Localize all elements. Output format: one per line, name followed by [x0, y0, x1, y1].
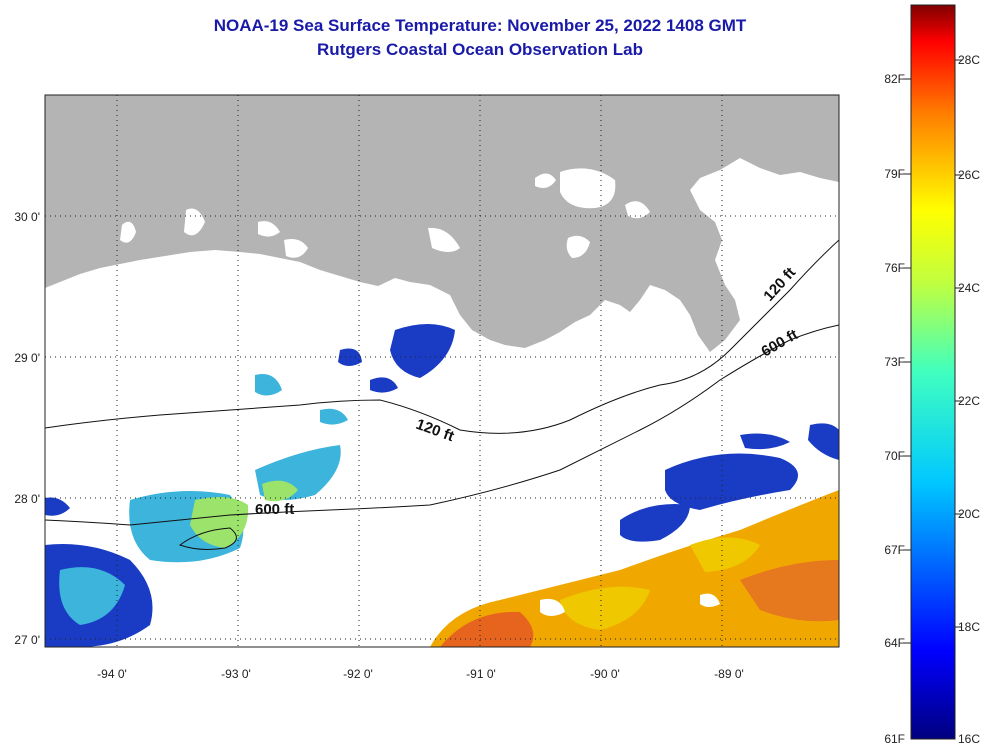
- contour-120ft-west: [45, 239, 839, 434]
- contour-shelf: [178, 527, 237, 550]
- colorbar-c-label: 26C: [958, 168, 980, 182]
- lat-label: 30 0': [14, 210, 40, 224]
- lat-label: 29 0': [14, 351, 40, 365]
- land-mass: [45, 95, 839, 352]
- lat-label: 28 0': [14, 492, 40, 506]
- colorbar: [910, 4, 956, 740]
- colorbar-f-label: 67F: [884, 543, 905, 557]
- colorbar-c-label: 18C: [958, 620, 980, 634]
- colorbar-f-label: 82F: [884, 72, 905, 86]
- contour-label: 600 ft: [255, 501, 294, 518]
- lon-label: -90 0': [590, 667, 620, 681]
- colorbar-f-label: 76F: [884, 261, 905, 275]
- lon-label: -93 0': [221, 667, 251, 681]
- colorbar-f-label: 70F: [884, 449, 905, 463]
- colorbar-ticks: [903, 59, 962, 644]
- sst-mid-green: [190, 480, 298, 548]
- lake: [184, 208, 205, 236]
- colorbar-f-label: 64F: [884, 636, 905, 650]
- lake: [120, 221, 136, 243]
- grid-lines: [45, 95, 839, 647]
- colorbar-f-label: 61F: [884, 732, 905, 746]
- lon-label: -91 0': [466, 667, 496, 681]
- colorbar-f-label: 73F: [884, 355, 905, 369]
- lat-label: 27 0': [14, 633, 40, 647]
- colorbar-c-label: 24C: [958, 281, 980, 295]
- lon-label: -94 0': [97, 667, 127, 681]
- colorbar-c-label: 28C: [958, 53, 980, 67]
- map-title: NOAA-19 Sea Surface Temperature: Novembe…: [213, 16, 747, 35]
- lake: [284, 239, 308, 258]
- map-subtitle: Rutgers Coastal Ocean Observation Lab: [317, 40, 643, 59]
- colorbar-f-label: 79F: [884, 167, 905, 181]
- colorbar-c-label: 20C: [958, 507, 980, 521]
- lake: [625, 201, 650, 219]
- colorbar-c-label: 16C: [958, 732, 980, 746]
- contour-600ft: [45, 324, 839, 526]
- lon-label: -89 0': [714, 667, 744, 681]
- lake: [428, 227, 460, 252]
- colorbar-c-label: 22C: [958, 394, 980, 408]
- lon-label: -92 0': [343, 667, 373, 681]
- lake: [560, 168, 616, 209]
- map-frame: [44, 94, 840, 648]
- lake: [535, 173, 556, 188]
- lake: [258, 221, 280, 237]
- lake: [566, 235, 590, 258]
- sst-warm-patches: [430, 490, 839, 647]
